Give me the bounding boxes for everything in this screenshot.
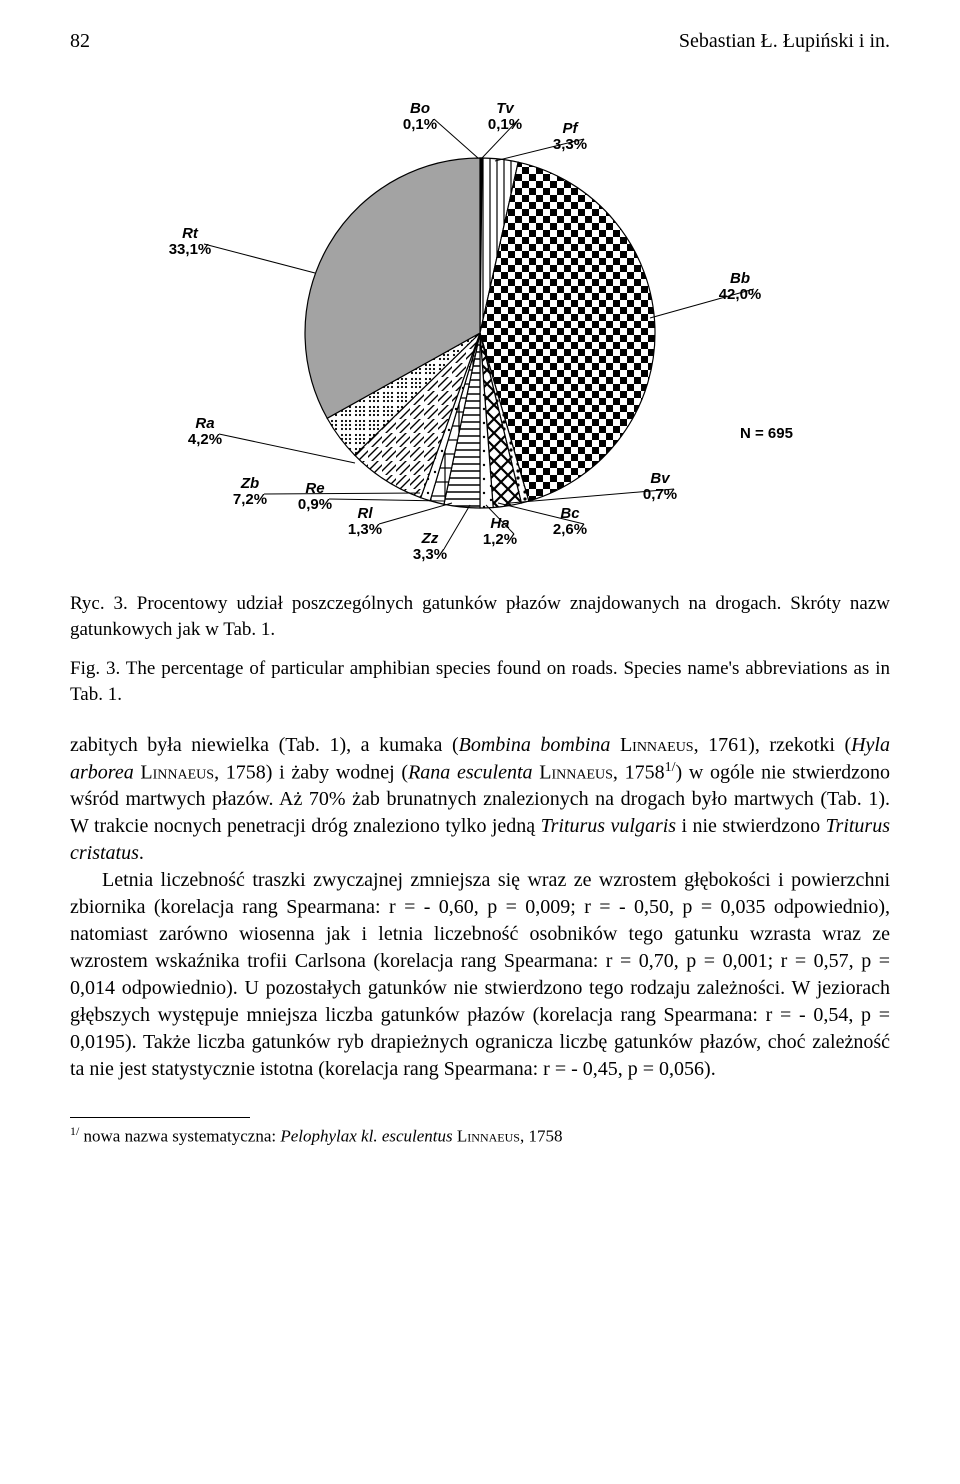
slice-pct-Rl: 1,3%: [348, 521, 382, 538]
caption-en-body: The percentage of particular amphibian s…: [70, 658, 890, 705]
leader-Zz: [444, 505, 470, 549]
pie-chart-svg: Bo0,1%Tv0,1%Pf3,3%Bb42,0%Bv0,7%Bc2,6%Ha1…: [130, 83, 830, 563]
slice-pct-Bo: 0,1%: [403, 116, 437, 133]
footnote-rule: [70, 1117, 250, 1118]
leader-Rt: [204, 244, 315, 273]
slice-label-Bb: Bb: [730, 270, 750, 287]
slice-pct-Zb: 7,2%: [233, 491, 267, 508]
slice-label-Pf: Pf: [563, 120, 580, 137]
caption-en: Fig. 3. The percentage of particular amp…: [70, 656, 890, 707]
slice-pct-Tv: 0,1%: [488, 116, 522, 133]
slice-label-Ha: Ha: [490, 515, 509, 532]
slice-pct-Rt: 33,1%: [169, 241, 212, 258]
body-paragraph-2: Letnia liczebność traszki zwyczajnej zmn…: [70, 867, 890, 1083]
leader-Bo: [434, 119, 478, 158]
caption-pl: Ryc. 3. Procentowy udział poszczególnych…: [70, 591, 890, 642]
slice-pct-Re: 0,9%: [298, 496, 332, 513]
leader-Ra: [219, 434, 355, 463]
slice-label-Zb: Zb: [240, 475, 259, 492]
page-number: 82: [70, 30, 90, 53]
leader-Rl: [379, 503, 452, 524]
caption-pl-body: Procentowy udział poszczególnych gatunkó…: [70, 593, 890, 640]
body-paragraph-1: zabitych była niewielka (Tab. 1), a kuma…: [70, 732, 890, 868]
slice-label-Ra: Ra: [195, 415, 214, 432]
slice-label-Bv: Bv: [650, 470, 671, 487]
footnote: 1/ nowa nazwa systematyczna: Pelophylax …: [70, 1124, 890, 1148]
slice-pct-Ra: 4,2%: [188, 431, 222, 448]
slice-label-Tv: Tv: [496, 100, 515, 117]
slice-label-Zz: Zz: [421, 530, 439, 547]
slice-label-Bo: Bo: [410, 100, 430, 117]
slice-pct-Pf: 3,3%: [553, 136, 587, 153]
slice-pct-Bc: 2,6%: [553, 521, 587, 538]
slice-pct-Ha: 1,2%: [483, 531, 517, 548]
slice-pct-Bb: 42,0%: [719, 286, 762, 303]
caption-en-prefix: Fig. 3.: [70, 658, 126, 679]
slice-label-Re: Re: [305, 480, 324, 497]
slice-pct-Bv: 0,7%: [643, 486, 677, 503]
pie-chart-figure: Bo0,1%Tv0,1%Pf3,3%Bb42,0%Bv0,7%Bc2,6%Ha1…: [70, 83, 890, 563]
slice-label-Rt: Rt: [182, 225, 199, 242]
caption-pl-prefix: Ryc. 3.: [70, 593, 137, 614]
slice-label-Rl: Rl: [358, 505, 374, 522]
n-label: N = 695: [740, 425, 793, 442]
slice-pct-Zz: 3,3%: [413, 546, 447, 563]
slice-label-Bc: Bc: [560, 505, 580, 522]
leader-Zb: [264, 493, 420, 494]
running-head: Sebastian Ł. Łupiński i in.: [679, 30, 890, 53]
